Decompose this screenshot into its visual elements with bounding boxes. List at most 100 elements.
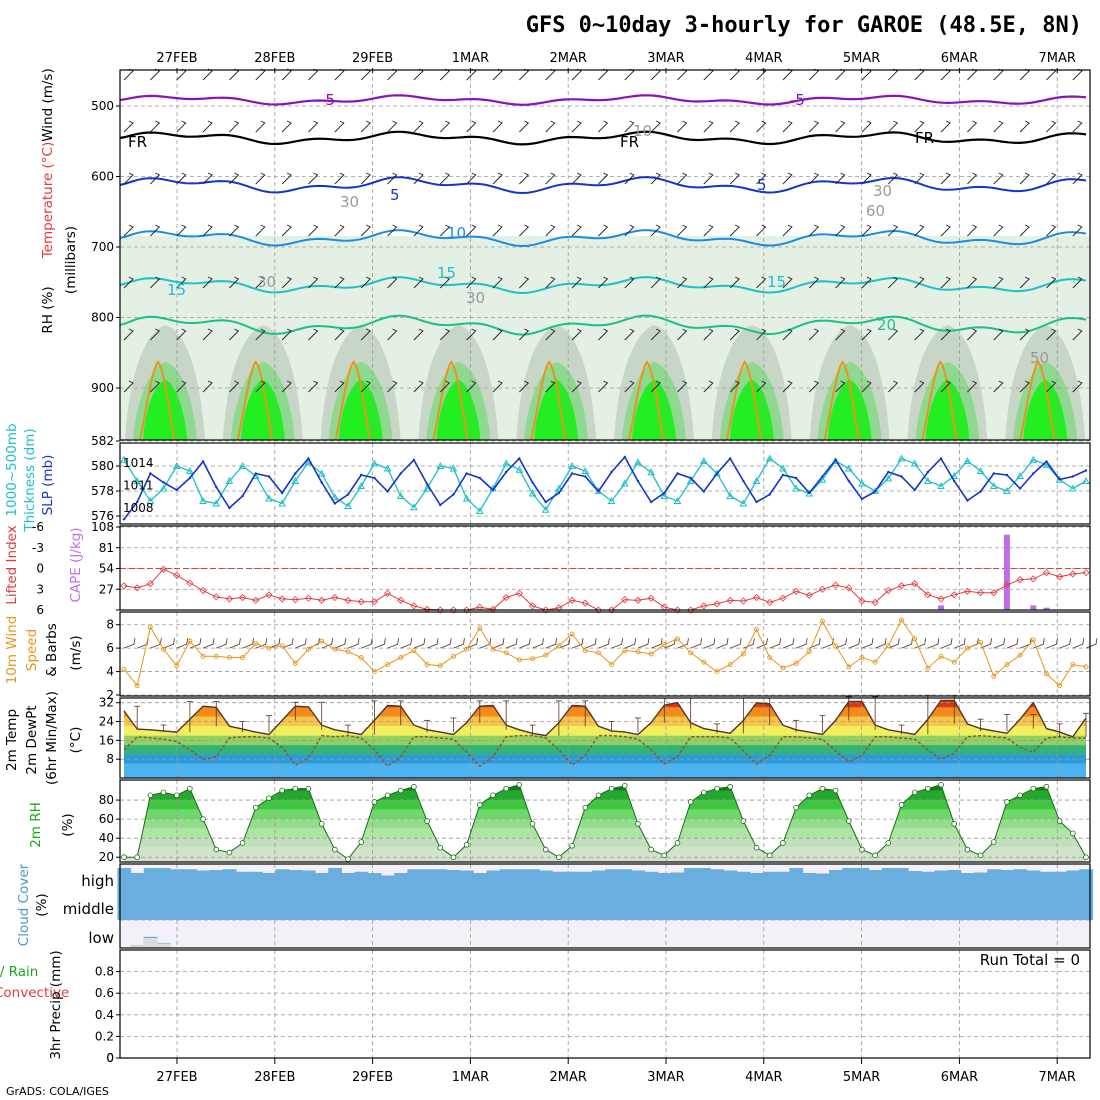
wind-barb-10m <box>426 638 439 649</box>
cloud-bar-high <box>815 873 830 893</box>
cloud-bar-middle <box>789 893 804 920</box>
wind-barb <box>598 276 609 289</box>
cloud-bar-middle <box>354 893 369 920</box>
wind-barb <box>624 120 635 133</box>
thickness-point <box>410 503 418 511</box>
rh-band <box>124 828 1086 839</box>
thickness-point <box>423 484 431 492</box>
cloud-bar-middle <box>684 893 698 920</box>
cloud-bar-low-gray <box>156 943 171 948</box>
slp-point <box>135 500 139 504</box>
slp-point <box>742 479 745 483</box>
li-point <box>594 606 602 614</box>
wind-barb <box>782 68 793 81</box>
wind-barb <box>1046 276 1057 289</box>
wind-barb <box>281 68 292 81</box>
wind-barb <box>1072 68 1083 81</box>
wind-speed-point <box>1044 671 1049 677</box>
cloud-bar-middle <box>275 893 290 920</box>
rh-label: 2m RH <box>28 802 44 848</box>
wind-speed-point <box>464 646 470 652</box>
temp-band <box>124 745 1086 755</box>
wind-barb <box>729 224 740 237</box>
wind-barb <box>571 328 582 341</box>
cloud-bar-middle <box>960 893 975 920</box>
cloud-bar-high <box>222 869 237 893</box>
data-layer <box>117 68 1098 948</box>
rh-point <box>187 785 193 792</box>
cloud-bar-middle <box>670 893 685 920</box>
cloud-bar-high <box>446 870 461 893</box>
wind-speed-point <box>1004 662 1010 667</box>
wind-barb <box>756 380 767 393</box>
wind-barb <box>387 120 398 133</box>
thickness-point <box>238 461 247 469</box>
slp-point <box>623 455 626 459</box>
fill-layer <box>120 236 1090 948</box>
bottom-date-label: 6MAR <box>941 1070 978 1085</box>
wind-barb <box>861 328 872 341</box>
wind-barb <box>229 224 240 237</box>
credit-label: GrADS: COLA/IGES <box>6 1085 109 1098</box>
bottom-date-label: 29FEB <box>352 1070 393 1085</box>
wind-barb-10m <box>809 638 821 649</box>
wind-barb <box>756 276 767 289</box>
cape-label: CAPE (J/kg) <box>68 527 84 602</box>
rh-point <box>1004 799 1010 805</box>
cloud-bar-high <box>1053 871 1067 893</box>
contour-label: 30 <box>257 273 276 291</box>
thickness-ytick-label: 578 <box>91 484 114 498</box>
bottom-date-label: 1MAR <box>452 1070 489 1085</box>
cloud-bar-high <box>1039 871 1054 893</box>
wind-barb-10m <box>189 638 202 649</box>
wind-barb <box>255 328 266 341</box>
wind-barb <box>150 380 161 393</box>
wind-barb <box>703 68 714 81</box>
thickness-point <box>265 494 273 502</box>
li-ytick-label: 3 <box>36 582 44 596</box>
wind-barb <box>202 172 213 185</box>
rh-point <box>279 787 285 794</box>
wind-barb <box>598 120 609 133</box>
cloud-bar-middle <box>486 893 501 920</box>
wind-speed-point <box>437 663 443 669</box>
rh-point <box>252 804 259 811</box>
cloud-bar-middle <box>578 893 593 920</box>
cloud-bar-middle <box>288 893 303 920</box>
wind-speed-point <box>569 631 575 637</box>
wind-barb <box>1019 120 1030 133</box>
li-point <box>608 606 616 614</box>
cloud-bar-low-gray <box>130 945 145 948</box>
cloud-bar-high <box>631 870 646 893</box>
upper-ytick-label: 900 <box>91 381 114 395</box>
wind-barb <box>677 172 688 185</box>
rh-point <box>266 795 272 801</box>
wind-barb-10m <box>321 638 334 649</box>
wind-barb <box>202 328 213 341</box>
wind-barb <box>835 68 846 81</box>
cloud-bar-high <box>328 868 342 893</box>
temp-band <box>124 763 1086 778</box>
cloud-bar-middle <box>829 893 843 920</box>
rh-point <box>173 792 180 799</box>
thickness-point <box>673 496 682 504</box>
wind-barb <box>940 276 951 289</box>
rh-point <box>977 852 984 859</box>
li-point <box>1029 575 1037 583</box>
wind-barb <box>782 328 793 341</box>
cloud-label: Cloud Cover <box>16 863 32 946</box>
li-point <box>173 571 181 579</box>
li-point <box>647 594 655 602</box>
wind-barb <box>861 276 872 289</box>
wind-barb <box>466 224 477 237</box>
li-point <box>950 591 958 599</box>
cloud-bar-high <box>618 869 632 893</box>
li-point <box>766 598 774 606</box>
cloud-bar-high <box>525 869 540 893</box>
cloud-bar-middle <box>156 893 171 920</box>
upper-wind-label: Wind (m/s) <box>40 68 56 142</box>
wind-speed-point <box>424 662 430 667</box>
wind-barb <box>1046 172 1057 185</box>
cloud-bar-middle <box>1053 893 1067 920</box>
bottom-date-label: 2MAR <box>549 1070 586 1085</box>
